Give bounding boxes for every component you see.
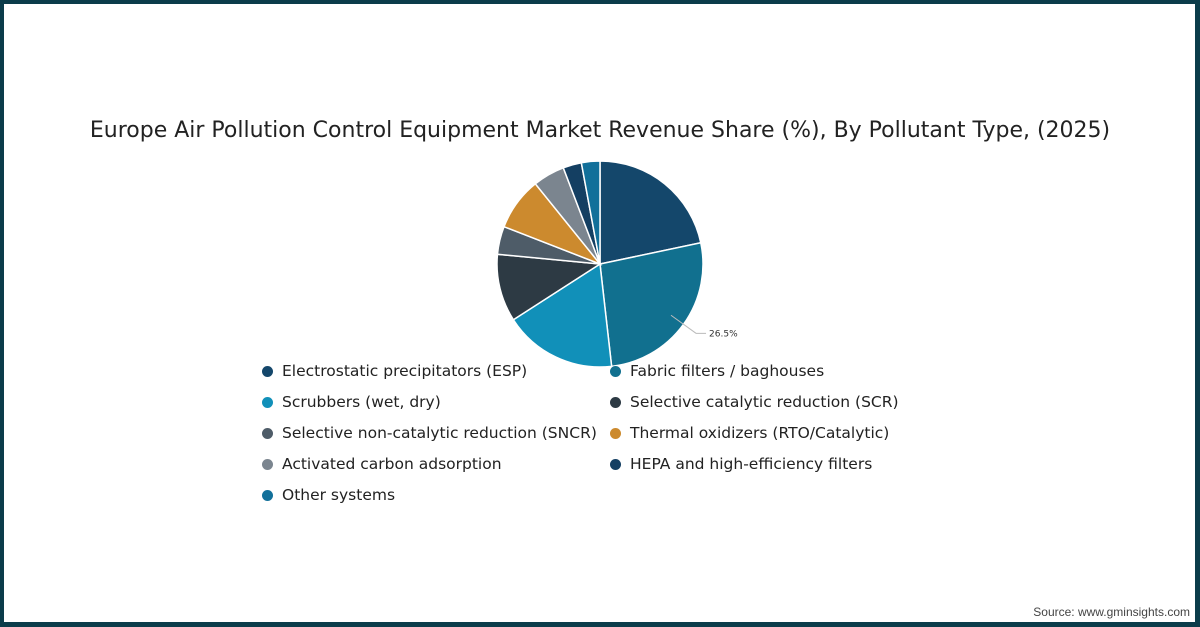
data-label-connector [670,314,707,334]
legend-marker [262,427,273,439]
legend-item[interactable]: Selective non-catalytic reduction (SNCR) [262,422,610,444]
legend-label: Thermal oxidizers (RTO/Catalytic) [630,424,890,442]
legend-item[interactable]: Thermal oxidizers (RTO/Catalytic) [610,422,950,444]
pie-slice[interactable] [599,160,702,265]
chart-title: Europe Air Pollution Control Equipment M… [89,118,1111,143]
legend-item[interactable]: Selective catalytic reduction (SCR) [610,391,950,413]
legend-marker [262,365,273,377]
legend-marker [262,396,273,408]
pie-slice[interactable] [580,160,601,265]
legend-item[interactable]: HEPA and high-efficiency filters [610,453,950,475]
pie-slice[interactable] [496,253,603,321]
legend-label: HEPA and high-efficiency filters [630,455,873,473]
legend-label: Selective non-catalytic reduction (SNCR) [282,424,597,442]
legend-item[interactable]: Other systems [262,484,610,506]
legend-item[interactable]: Electrostatic precipitators (ESP) [262,360,610,382]
legend-marker [610,427,621,439]
legend-marker [262,489,273,501]
legend-item[interactable]: Scrubbers (wet, dry) [262,391,610,413]
legend-marker [610,365,621,377]
pie-slice[interactable] [512,262,613,368]
legend: Electrostatic precipitators (ESP) Fabric … [262,360,962,506]
legend-marker [262,458,273,470]
legend-label: Scrubbers (wet, dry) [282,393,441,411]
source-text: Source: www.gminsights.com [1033,605,1190,619]
legend-label: Other systems [282,486,396,504]
pie-slice[interactable] [599,241,704,368]
legend-label: Selective catalytic reduction (SCR) [630,393,899,411]
legend-marker [610,396,621,408]
legend-marker [610,458,621,470]
data-label: 26.5% [709,329,738,339]
legend-item[interactable]: Activated carbon adsorption [262,453,610,475]
legend-label: Fabric filters / baghouses [630,362,825,380]
legend-label: Electrostatic precipitators (ESP) [282,362,528,380]
legend-item[interactable]: Fabric filters / baghouses [610,360,950,382]
legend-label: Activated carbon adsorption [282,455,502,473]
